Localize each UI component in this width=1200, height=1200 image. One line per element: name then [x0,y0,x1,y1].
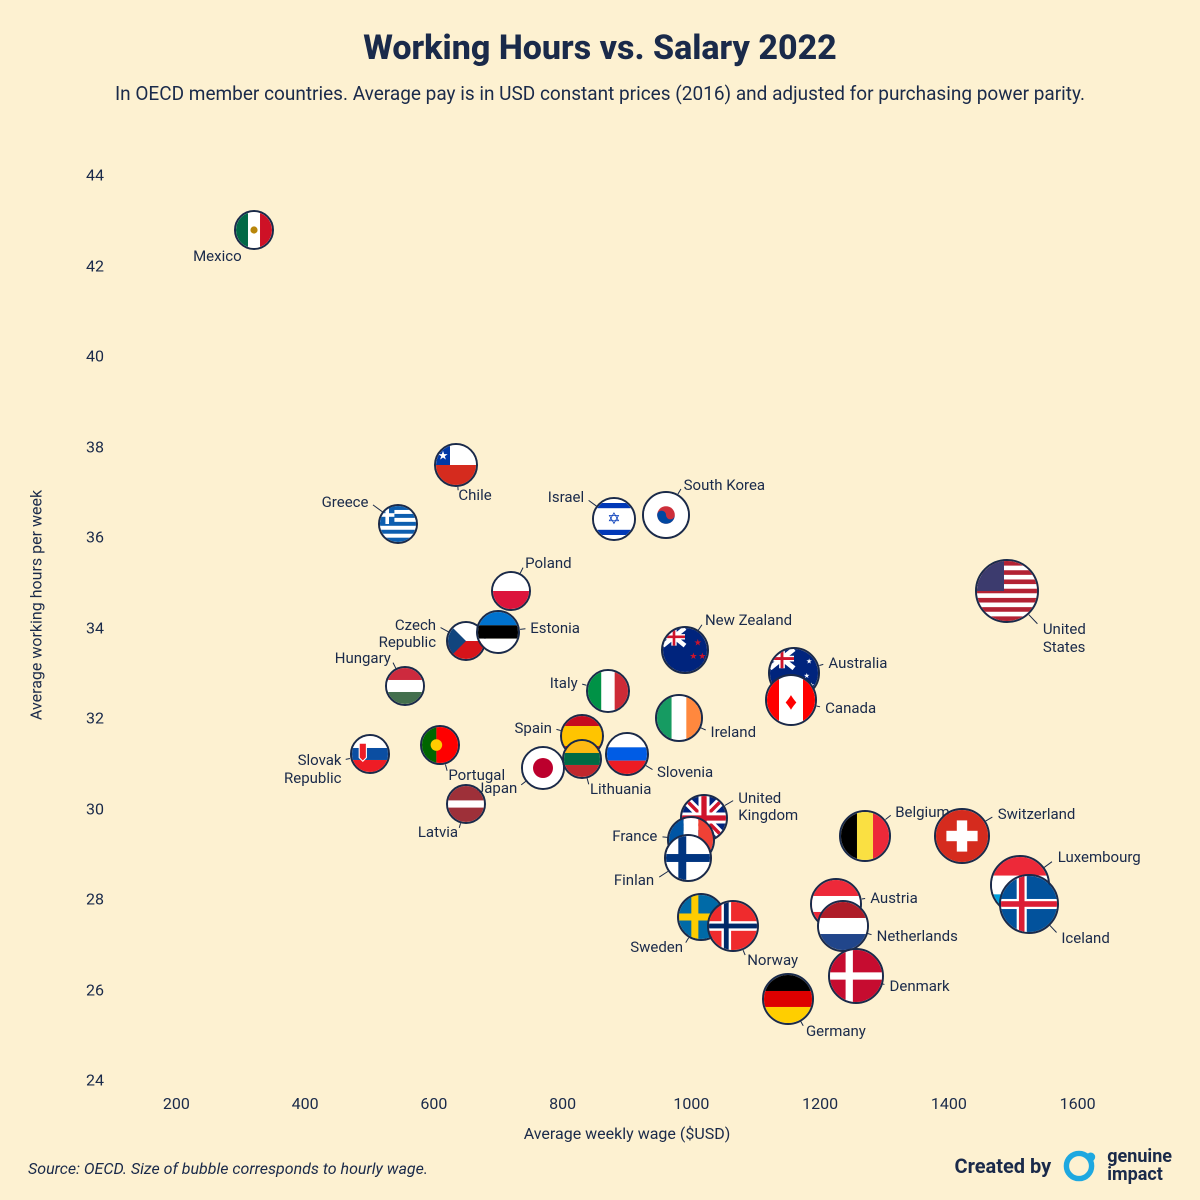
country-label: Spain [515,720,552,737]
country-bubble [521,746,565,790]
country-bubble [476,610,520,654]
country-label: Poland [525,555,571,572]
country-label: Canada [825,700,876,717]
chart-subtitle: In OECD member countries. Average pay is… [0,82,1200,105]
country-bubble [385,666,425,706]
country-label: Slovak Republic [284,752,341,787]
country-label: Greece [322,494,369,511]
country-bubble [378,504,418,544]
country-bubble [234,210,274,250]
y-axis-label: Average working hours per week [27,490,46,720]
country-label: United States [1043,621,1086,656]
y-tick-label: 30 [68,799,104,818]
country-label: Denmark [890,978,950,995]
country-bubble [562,739,602,779]
country-label: Israel [548,489,584,506]
country-bubble [707,900,759,952]
x-tick-label: 800 [549,1094,576,1113]
country-bubble [655,694,703,742]
country-label: Sweden [630,939,683,956]
country-label: Finlan [614,872,654,889]
country-label: Latvia [418,824,458,841]
country-label: Czech Republic [379,617,436,652]
plot-area: 2004006008001000120014001600242628303234… [112,130,1142,1080]
svg-text:★: ★ [694,639,702,649]
country-bubble [586,669,630,713]
credit-block: Created by genuine impact [955,1148,1173,1184]
country-bubble [839,810,891,862]
svg-text:★: ★ [438,448,449,462]
country-bubble [642,491,690,539]
country-label: Mexico [193,248,242,265]
country-bubble [828,948,884,1004]
x-tick-label: 600 [420,1094,447,1113]
y-tick-label: 34 [68,618,104,637]
country-bubble: ★★★ [661,626,709,674]
country-bubble [817,900,869,952]
country-bubble [491,571,531,611]
country-label: South Korea [684,477,765,494]
country-bubble [762,973,814,1025]
y-tick-label: 40 [68,347,104,366]
x-tick-label: 1200 [802,1094,838,1113]
country-label: Norway [747,952,798,969]
y-tick-label: 44 [68,166,104,185]
x-tick-label: 1600 [1060,1094,1096,1113]
y-tick-label: 26 [68,980,104,999]
svg-text:♦: ♦ [785,688,797,716]
country-label: Netherlands [877,928,958,945]
country-label: Hungary [335,650,391,667]
country-label: Germany [806,1023,866,1040]
country-label: Lithuania [590,781,651,798]
country-bubble [934,808,990,864]
country-bubble [605,732,649,776]
country-bubble [999,874,1059,934]
chart-title: Working Hours vs. Salary 2022 [0,28,1200,68]
svg-text:★: ★ [689,652,697,662]
brand-logo-icon [1061,1148,1097,1184]
country-bubble [664,834,712,882]
x-tick-label: 200 [163,1094,190,1113]
y-tick-label: 28 [68,890,104,909]
x-axis-label: Average weekly wage ($USD) [524,1124,731,1143]
country-label: Ireland [711,724,757,741]
svg-text:★: ★ [806,656,812,665]
x-tick-label: 1000 [673,1094,709,1113]
country-label: Australia [828,655,887,672]
country-label: France [612,828,657,845]
credit-prefix: Created by [955,1154,1052,1178]
country-label: United Kingdom [738,790,798,825]
y-tick-label: 24 [68,1071,104,1090]
y-tick-label: 36 [68,528,104,547]
country-bubble: ✡ [592,497,636,541]
country-label: Italy [550,675,578,692]
country-label: Iceland [1061,930,1109,947]
country-label: Switzerland [998,806,1076,823]
country-bubble [446,784,486,824]
country-label: Luxembourg [1058,849,1141,866]
country-bubble: ★ [434,443,478,487]
country-label: New Zealand [705,612,792,629]
brand-name: genuine impact [1107,1148,1172,1184]
country-bubble [350,734,390,774]
y-tick-label: 32 [68,709,104,728]
chart-container: Working Hours vs. Salary 2022 In OECD me… [0,0,1200,1200]
country-bubble: ♦ [765,674,817,726]
y-tick-label: 42 [68,256,104,275]
x-tick-label: 1400 [931,1094,967,1113]
y-tick-label: 38 [68,437,104,456]
source-text: Source: OECD. Size of bubble corresponds… [28,1159,428,1178]
svg-text:★: ★ [698,652,706,662]
country-label: Austria [870,890,918,907]
country-bubble [975,559,1039,623]
country-label: Chile [458,487,491,504]
country-bubble [420,725,460,765]
country-label: Slovenia [657,764,713,781]
country-label: Estonia [530,620,580,637]
svg-text:✡: ✡ [607,509,620,528]
x-tick-label: 400 [292,1094,319,1113]
